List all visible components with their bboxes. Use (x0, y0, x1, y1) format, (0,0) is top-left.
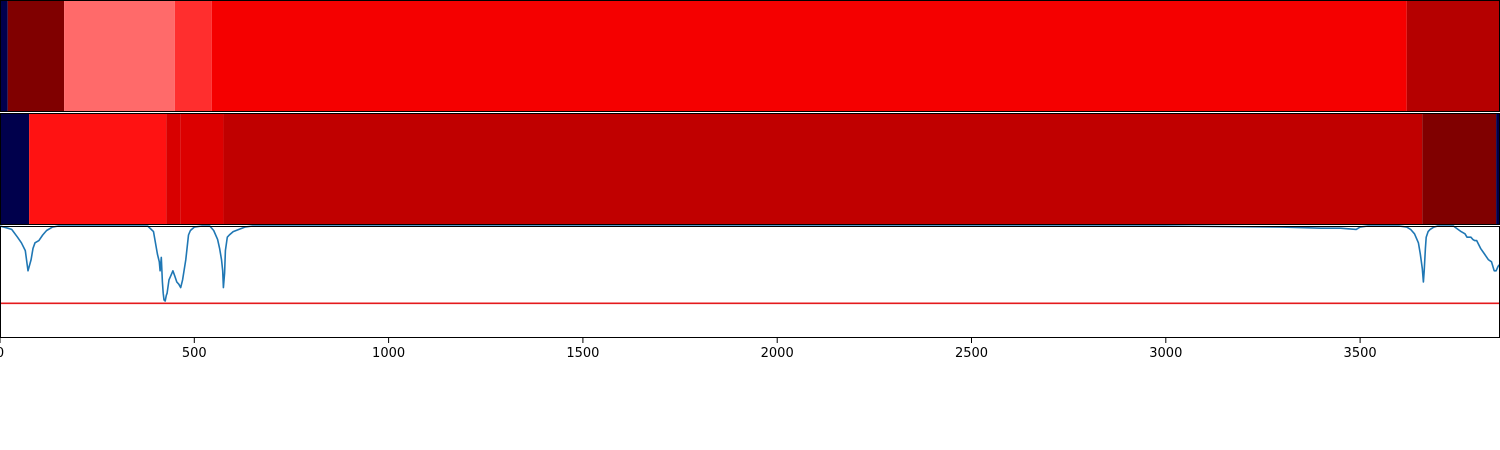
x-tick-label: 1500 (566, 346, 599, 361)
heatmap-bottom-segment (223, 113, 1423, 225)
heatmap-top-segment (211, 0, 1407, 112)
x-tick-label: 2500 (955, 346, 988, 361)
heatmap-bottom-segment (1422, 113, 1497, 225)
heatmap-top-segment (7, 0, 65, 112)
x-tick-label: 3000 (1149, 346, 1182, 361)
heatmap-top (0, 0, 1500, 112)
heatmap-bottom (0, 113, 1500, 225)
x-tick-label: 500 (182, 346, 207, 361)
heatmap-bottom-segment (0, 113, 30, 225)
heatmap-top-segment (174, 0, 212, 112)
line-panel (0, 225, 1500, 338)
heatmap-bottom-segment (166, 113, 181, 225)
heatmap-top-segment (64, 0, 175, 112)
x-tick-label: 2000 (761, 346, 794, 361)
heatmap-top-segment (0, 0, 8, 112)
heatmap-bottom-segment (1496, 113, 1500, 225)
heatmap-bottom-segment (29, 113, 167, 225)
heatmap-top-segment (1406, 0, 1500, 112)
x-axis: 0 500 1000 1500 2000 2500 3000 3500 (0, 338, 1377, 361)
x-tick-label: 1000 (372, 346, 405, 361)
heatmap-bottom-segment (180, 113, 224, 225)
plot-background (0, 226, 1500, 338)
x-tick-label: 3500 (1344, 346, 1377, 361)
x-tick-label: 0 (0, 346, 4, 361)
